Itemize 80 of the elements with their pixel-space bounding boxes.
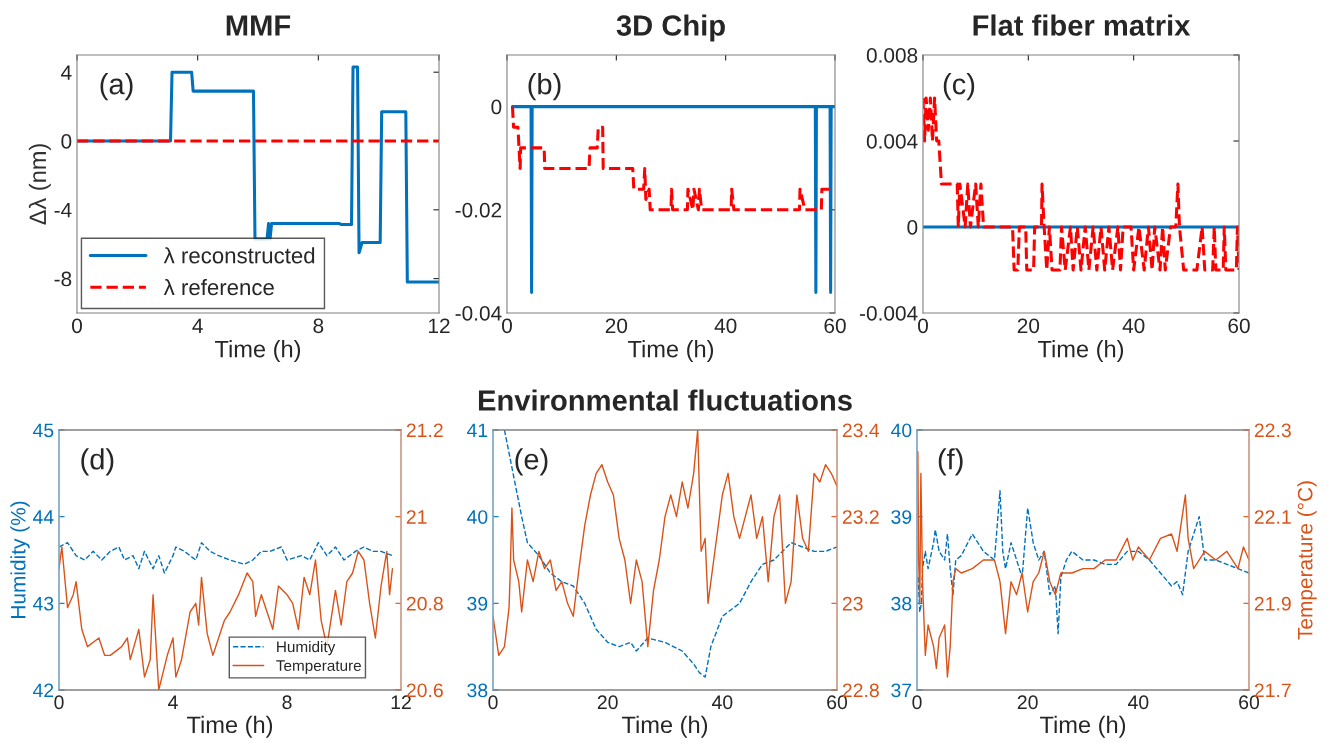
chart-title: Environmental fluctuations: [478, 389, 852, 411]
x-tick-label: 40: [1122, 318, 1145, 334]
y-tick-label: 0.008: [866, 48, 918, 63]
y-tick-label: 39: [891, 510, 912, 524]
y-tick-label: 45: [32, 423, 54, 438]
y2-tick-label: 21.9: [1254, 596, 1291, 611]
x-tick-label: 40: [1127, 695, 1149, 710]
y2-tick-label: 21.2: [406, 423, 443, 438]
x-tick-label: 20: [1017, 318, 1040, 334]
y-tick-label: 4: [61, 65, 72, 80]
x-tick-label: 20: [605, 318, 628, 334]
annotation: (b): [528, 73, 561, 101]
y-tick-label: -4: [54, 203, 72, 218]
y-tick-label: 40: [466, 510, 488, 524]
y2-axis-title: Temperature (°C): [1297, 481, 1317, 640]
x-tick-label: 20: [1017, 695, 1038, 710]
y-axis-title: Δλ (nm): [28, 144, 51, 225]
y2-tick-label: 23.2: [842, 510, 879, 524]
legend-label: λ reconstructed: [163, 247, 315, 264]
y-tick-label: 38: [891, 596, 912, 611]
x-axis-title: Time (h): [628, 340, 714, 363]
y2-tick-label: 22.1: [1254, 510, 1291, 524]
y2-tick-label: 20.8: [406, 596, 443, 611]
x-tick-label: 0: [72, 318, 82, 334]
x-tick-label: 8: [282, 695, 292, 710]
y-tick-label: 0.004: [866, 134, 918, 149]
x-tick-label: 60: [1228, 318, 1250, 334]
x-axis-title: Time (h): [622, 715, 708, 738]
y-tick-label: 0: [907, 220, 918, 235]
y-tick-label: 38: [467, 683, 488, 698]
y-axis-title: Humidity (%): [10, 501, 30, 618]
y-tick-label: 0: [61, 134, 72, 149]
x-tick-label: 0: [502, 318, 512, 334]
y-tick-label: 43: [32, 596, 54, 611]
chart-title: MMF: [226, 15, 291, 36]
x-axis-title: Time (h): [1040, 715, 1126, 738]
x-axis-title: Time (h): [215, 340, 301, 363]
x-tick-label: 60: [1239, 695, 1260, 710]
annotation: (c): [943, 73, 975, 101]
x-axis-title: Time (h): [1038, 340, 1124, 363]
y-tick-label: 0: [491, 99, 502, 115]
line-series: [59, 546, 394, 690]
y2-tick-label: 21: [406, 510, 427, 524]
line-series: [510, 105, 832, 212]
line-series: [59, 541, 394, 574]
y-tick-label: 44: [32, 510, 54, 524]
chart-title: 3D Chip: [616, 14, 725, 42]
y2-tick-label: 23: [842, 596, 863, 611]
y-tick-label: 42: [32, 683, 54, 698]
annotation: (f): [938, 448, 963, 476]
annotation: (d): [81, 448, 114, 476]
line-series: [917, 489, 1249, 635]
x-tick-label: 4: [168, 695, 178, 709]
x-tick-label: 12: [429, 318, 450, 333]
annotation: (a): [100, 73, 133, 101]
x-axis-title: Time (h): [187, 715, 273, 738]
line-series: [917, 450, 1249, 678]
y2-tick-label: 23.4: [842, 423, 880, 438]
x-tick-label: 4: [192, 318, 203, 333]
legend-label: Humidity: [277, 640, 336, 656]
y-tick-label: 40: [890, 423, 912, 438]
x-tick-label: 60: [824, 318, 846, 334]
y-tick-label: 39: [467, 596, 488, 611]
y2-tick-label: 21.7: [1254, 683, 1291, 698]
y-tick-label: 41: [466, 423, 488, 438]
chart-title: Flat fiber matrix: [973, 14, 1191, 36]
x-tick-label: 20: [597, 695, 618, 710]
x-tick-label: 40: [711, 695, 733, 710]
y-tick-label: -0.04: [455, 306, 502, 321]
y-tick-label: -0.004: [860, 306, 918, 321]
x-tick-label: 8: [313, 318, 324, 334]
legend-label: λ reference: [163, 278, 274, 296]
y-tick-label: -8: [54, 271, 72, 287]
x-tick-label: 0: [918, 318, 928, 334]
y-tick-label: -0.02: [455, 202, 502, 218]
legend-label: Temperature: [276, 660, 361, 675]
x-tick-label: 40: [714, 318, 737, 334]
annotation: (e): [515, 448, 548, 476]
y-tick-label: 37: [891, 683, 912, 698]
y2-tick-label: 22.3: [1254, 423, 1291, 438]
